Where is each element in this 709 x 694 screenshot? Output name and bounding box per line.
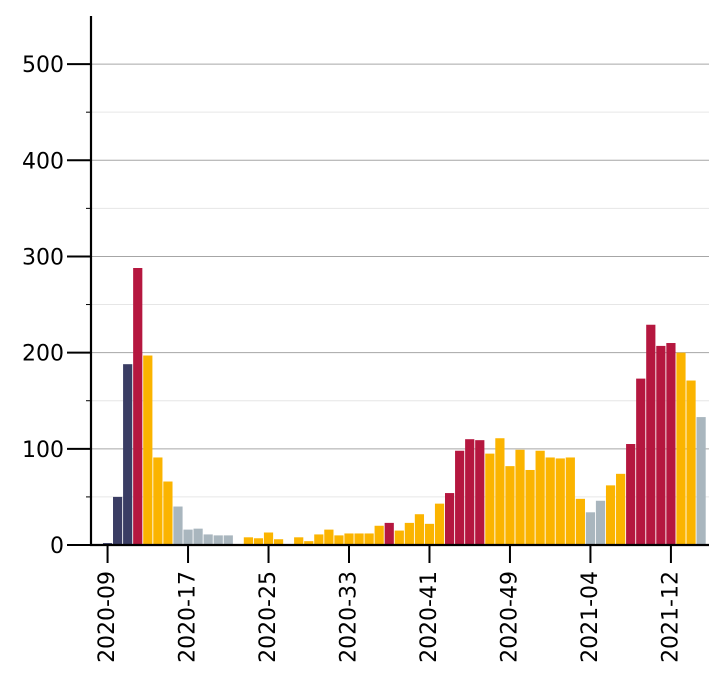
bar: [495, 438, 505, 545]
y-tick-label: 400: [22, 149, 64, 174]
y-axis-ticks: 0 100 200 300 400 500: [22, 53, 91, 559]
bar: [123, 364, 133, 545]
bar: [344, 533, 354, 545]
bar: [475, 440, 485, 545]
bar: [294, 537, 304, 545]
bar: [505, 466, 515, 545]
bar: [113, 496, 123, 545]
bar: [455, 450, 465, 545]
bar: [414, 514, 425, 545]
bar: [565, 457, 575, 545]
bar: [605, 485, 616, 545]
y-tick-label: 0: [50, 534, 64, 559]
bar: [384, 522, 394, 545]
bar: [223, 535, 233, 545]
bar: [666, 343, 676, 545]
x-tick-label: 2020-49: [497, 571, 522, 663]
bar: [374, 525, 384, 545]
bar: [535, 450, 545, 545]
bar: [545, 457, 555, 545]
x-tick-label: 2020-33: [337, 571, 362, 663]
bar: [646, 324, 656, 545]
bar: [273, 539, 284, 545]
bar: [263, 532, 274, 545]
axes: [89, 16, 709, 547]
bar: [575, 498, 585, 545]
x-tick-label: 2021-12: [658, 571, 683, 663]
bar: [153, 457, 163, 545]
bar: [173, 506, 183, 545]
bar: [203, 534, 213, 545]
x-tick-label: 2020-09: [95, 571, 120, 663]
x-axis-ticks: 2020-09 2020-17 2020-25 2020-33 2020-41 2020-…: [95, 545, 683, 663]
bar: [354, 533, 364, 545]
bar: [485, 453, 495, 545]
bar: [465, 439, 475, 545]
bar: [253, 538, 264, 545]
bar: [445, 493, 455, 545]
bar: [434, 503, 445, 545]
x-tick-label: 2020-41: [417, 571, 442, 663]
bar: [626, 444, 636, 545]
x-tick-label: 2020-17: [176, 571, 201, 663]
bar: [133, 268, 143, 545]
bar: [676, 352, 686, 545]
bar: [394, 530, 404, 545]
bar: [404, 522, 414, 545]
y-tick-label: 200: [22, 342, 64, 367]
bar-series: [102, 268, 706, 545]
bar: [163, 481, 173, 545]
y-tick-label: 300: [22, 245, 64, 270]
bar: [213, 535, 223, 545]
bar: [686, 380, 696, 545]
bar: [334, 535, 344, 545]
bar: [314, 534, 324, 545]
bar: [525, 469, 535, 545]
bar: [595, 500, 606, 545]
bar: [424, 523, 435, 545]
x-tick-label: 2021-04: [578, 571, 603, 663]
bar: [183, 529, 193, 545]
bar: [555, 458, 565, 545]
bar: [143, 355, 153, 545]
grid-lines: [91, 63, 709, 498]
bar: [656, 345, 666, 545]
bar: [304, 541, 314, 545]
bar: [243, 537, 253, 545]
x-tick-label: 2020-25: [256, 571, 281, 663]
y-tick-label: 500: [22, 53, 64, 78]
bar: [616, 473, 626, 545]
bar: [636, 378, 646, 545]
bar: [324, 529, 334, 545]
bar: [585, 512, 596, 545]
bar: [515, 449, 525, 545]
y-tick-label: 100: [22, 438, 64, 463]
bar: [696, 417, 706, 545]
bar: [364, 533, 374, 545]
bar: [193, 528, 203, 545]
